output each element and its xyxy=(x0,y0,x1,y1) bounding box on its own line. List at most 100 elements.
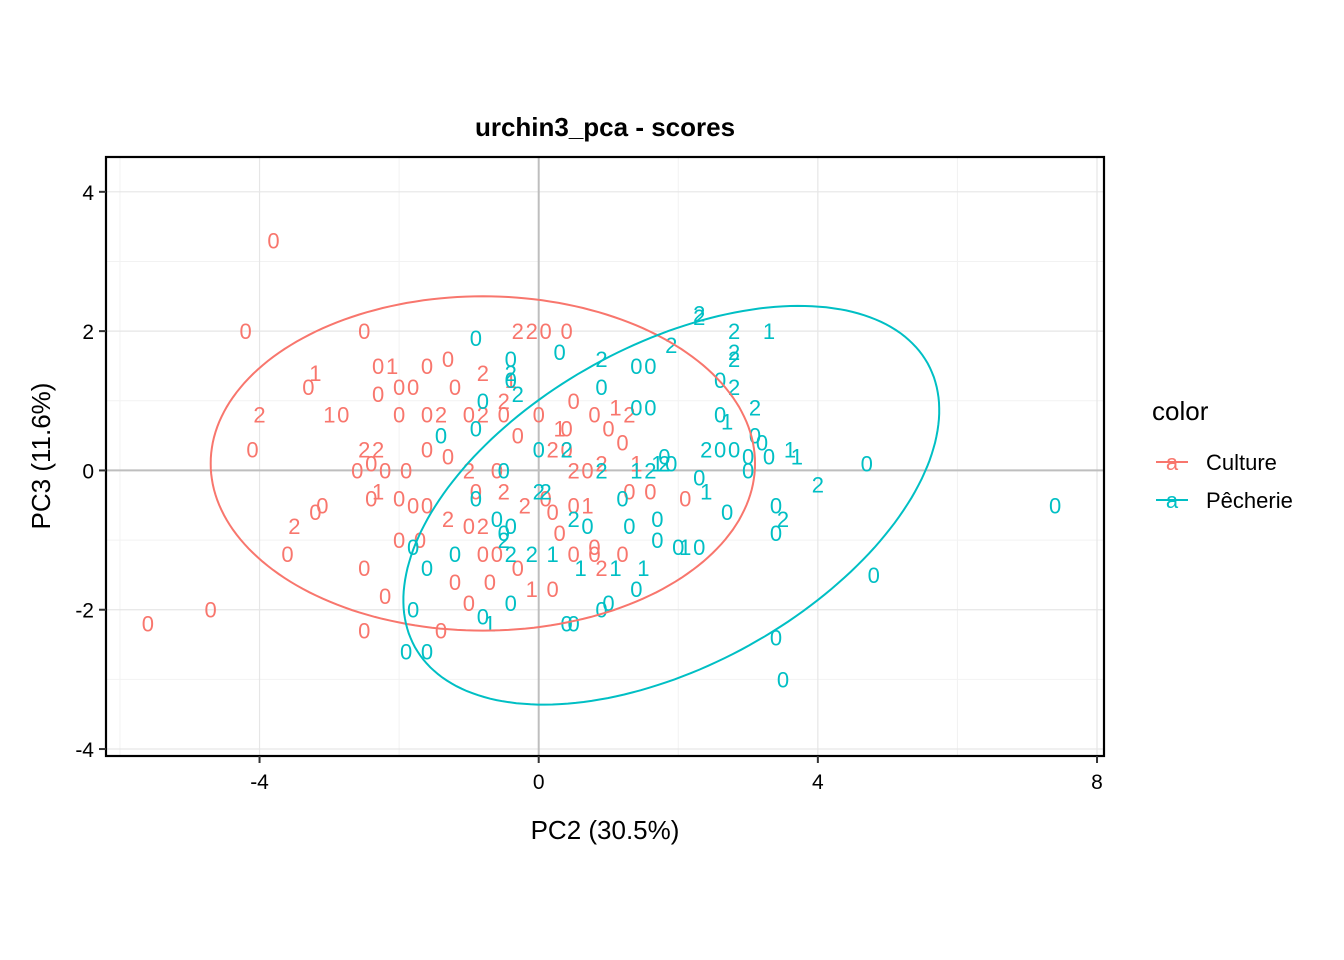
data-point: 0 xyxy=(567,542,579,567)
data-point: 0 xyxy=(421,403,433,428)
data-point: 0 xyxy=(435,619,447,644)
data-point: 0 xyxy=(665,451,677,476)
data-point: 0 xyxy=(1049,493,1061,518)
legend-label-culture: Culture xyxy=(1206,450,1277,475)
data-point: 2 xyxy=(526,542,538,567)
data-point: 2 xyxy=(665,333,677,358)
data-point: 0 xyxy=(337,403,349,428)
x-axis-title: PC2 (30.5%) xyxy=(531,815,680,845)
data-point: 1 xyxy=(784,438,796,463)
data-point: 0 xyxy=(588,535,600,560)
data-point: 2 xyxy=(253,403,265,428)
data-point: 1 xyxy=(526,577,538,602)
confidence-ellipse xyxy=(402,304,941,706)
y-axis-title: PC3 (11.6%) xyxy=(26,383,56,530)
data-point: 1 xyxy=(484,612,496,637)
data-point: 2 xyxy=(498,479,510,504)
data-point: 2 xyxy=(644,458,656,483)
data-point: 2 xyxy=(700,438,712,463)
data-point: 0 xyxy=(491,458,503,483)
data-point: 0 xyxy=(358,319,370,344)
data-point: 0 xyxy=(442,347,454,372)
data-point: 2 xyxy=(512,319,524,344)
data-point: 2 xyxy=(595,458,607,483)
data-point: 0 xyxy=(372,382,384,407)
data-point: 0 xyxy=(302,375,314,400)
x-tick-label: 0 xyxy=(533,771,545,794)
y-tick-label: 4 xyxy=(82,182,94,205)
data-point: 0 xyxy=(560,612,572,637)
data-point: 0 xyxy=(533,403,545,428)
data-point: 0 xyxy=(309,500,321,525)
data-point: 0 xyxy=(470,417,482,442)
data-point: 0 xyxy=(393,375,405,400)
legend-item-culture: a Culture xyxy=(1156,450,1277,475)
data-point: 0 xyxy=(379,458,391,483)
data-point: 0 xyxy=(616,486,628,511)
data-point: 0 xyxy=(372,354,384,379)
data-point: 2 xyxy=(435,403,447,428)
data-point: 0 xyxy=(421,354,433,379)
x-tick-label: 4 xyxy=(812,771,824,794)
data-point: 0 xyxy=(567,612,579,637)
data-point: 0 xyxy=(505,347,517,372)
legend-title: color xyxy=(1152,396,1209,426)
data-point: 1 xyxy=(721,410,733,435)
data-point: 0 xyxy=(358,619,370,644)
data-point: 1 xyxy=(323,403,335,428)
data-point: 0 xyxy=(407,598,419,623)
data-point: 0 xyxy=(470,479,482,504)
data-point: 2 xyxy=(498,528,510,553)
data-point: 0 xyxy=(477,389,489,414)
data-point: 0 xyxy=(581,514,593,539)
data-point: 0 xyxy=(470,486,482,511)
data-point: 0 xyxy=(449,542,461,567)
data-point: 0 xyxy=(463,591,475,616)
data-point: 0 xyxy=(554,521,566,546)
x-tick-label: 8 xyxy=(1091,771,1103,794)
data-point: 2 xyxy=(567,458,579,483)
data-point: 0 xyxy=(644,354,656,379)
data-point: 2 xyxy=(623,403,635,428)
data-point: 0 xyxy=(470,326,482,351)
data-point: 0 xyxy=(246,438,258,463)
data-point: 0 xyxy=(540,319,552,344)
data-point: 0 xyxy=(421,493,433,518)
data-point: 0 xyxy=(421,556,433,581)
data-point: 0 xyxy=(365,451,377,476)
data-point: 2 xyxy=(595,556,607,581)
data-point: 0 xyxy=(449,375,461,400)
data-point: 0 xyxy=(742,458,754,483)
data-point: 0 xyxy=(567,389,579,414)
data-point: 1 xyxy=(547,542,559,567)
data-point: 0 xyxy=(651,507,663,532)
data-point: 0 xyxy=(498,403,510,428)
y-tick-label: 2 xyxy=(82,321,94,344)
data-point: 0 xyxy=(512,424,524,449)
data-point: 0 xyxy=(651,528,663,553)
data-point: 0 xyxy=(560,438,572,463)
data-point: 0 xyxy=(547,500,559,525)
legend-label-pecherie: Pêcherie xyxy=(1206,488,1293,513)
data-point: 2 xyxy=(812,472,824,497)
data-point: 2 xyxy=(477,361,489,386)
data-point: 2 xyxy=(567,507,579,532)
data-point: 2 xyxy=(512,382,524,407)
y-tick-label: -4 xyxy=(75,739,94,762)
data-point: 0 xyxy=(658,445,670,470)
data-point: 0 xyxy=(379,584,391,609)
data-point: 1 xyxy=(372,479,384,504)
data-point: 0 xyxy=(351,458,363,483)
data-point: 0 xyxy=(442,445,454,470)
data-point: 0 xyxy=(602,417,614,442)
data-point: 0 xyxy=(868,563,880,588)
confidence-ellipse xyxy=(209,295,757,632)
data-point: 0 xyxy=(142,612,154,637)
data-point: 2 xyxy=(749,396,761,421)
data-point: 0 xyxy=(693,465,705,490)
data-point: 1 xyxy=(679,535,691,560)
data-point: 2 xyxy=(777,507,789,532)
